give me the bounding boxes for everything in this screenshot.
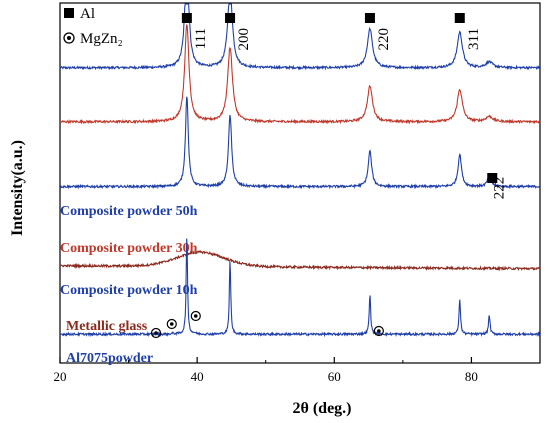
peak-label-4: 222 [491,177,507,200]
plot-frame [59,2,541,364]
peak-label-1: 200 [236,28,252,51]
legend-al-marker-icon [64,8,74,18]
mgzn2-marker-icon-2 [190,310,201,322]
series-label-4: Al7075powder [66,351,153,366]
series-line-3 [59,250,541,272]
series-label-0: Composite powder 50h [60,204,198,219]
series-label-1: Composite powder 30h [60,241,198,256]
al-peak-marker-1 [225,13,236,23]
mgzn2-marker-icon-0 [150,327,162,339]
legend-al-label: Al [80,6,95,22]
peak-label-2: 220 [376,28,392,51]
series-label-2: Composite powder 10h [60,283,198,298]
al-peak-marker-2 [364,13,375,23]
legend: Al MgZn₂ [63,6,123,47]
series-line-1 [59,24,541,125]
y-axis-title: Intensity(a.u.) [9,140,26,236]
al-peak-marker-3 [454,13,465,23]
x-tick-label-1: 40 [191,369,204,384]
x-ticks: 20 40 60 80 [54,357,478,384]
series-line-2 [59,96,541,190]
mgzn2-marker-icon-3 [373,325,384,337]
legend-mgzn2-label: MgZn₂ [80,31,123,47]
peak-label-3: 311 [466,28,482,50]
series-line-0 [59,3,541,71]
al-peak-marker-0 [181,13,192,23]
series-line-4 [59,238,541,338]
x-tick-label-2: 60 [328,369,341,384]
x-axis-title: 2θ (deg.) [292,400,351,417]
annotations: 111 200 220 311 222 [150,13,507,339]
x-tick-label-3: 80 [465,369,478,384]
al-peak-marker-4 [487,173,498,183]
peak-label-0: 111 [193,28,209,49]
series-label-3: Metallic glass [66,319,148,334]
x-tick-label-0: 20 [54,369,67,384]
mgzn2-marker-icon-1 [166,318,177,330]
series-layer: Composite powder 50h Composite powder 30h… [59,3,541,366]
legend-mgzn2-marker-icon [63,32,75,44]
